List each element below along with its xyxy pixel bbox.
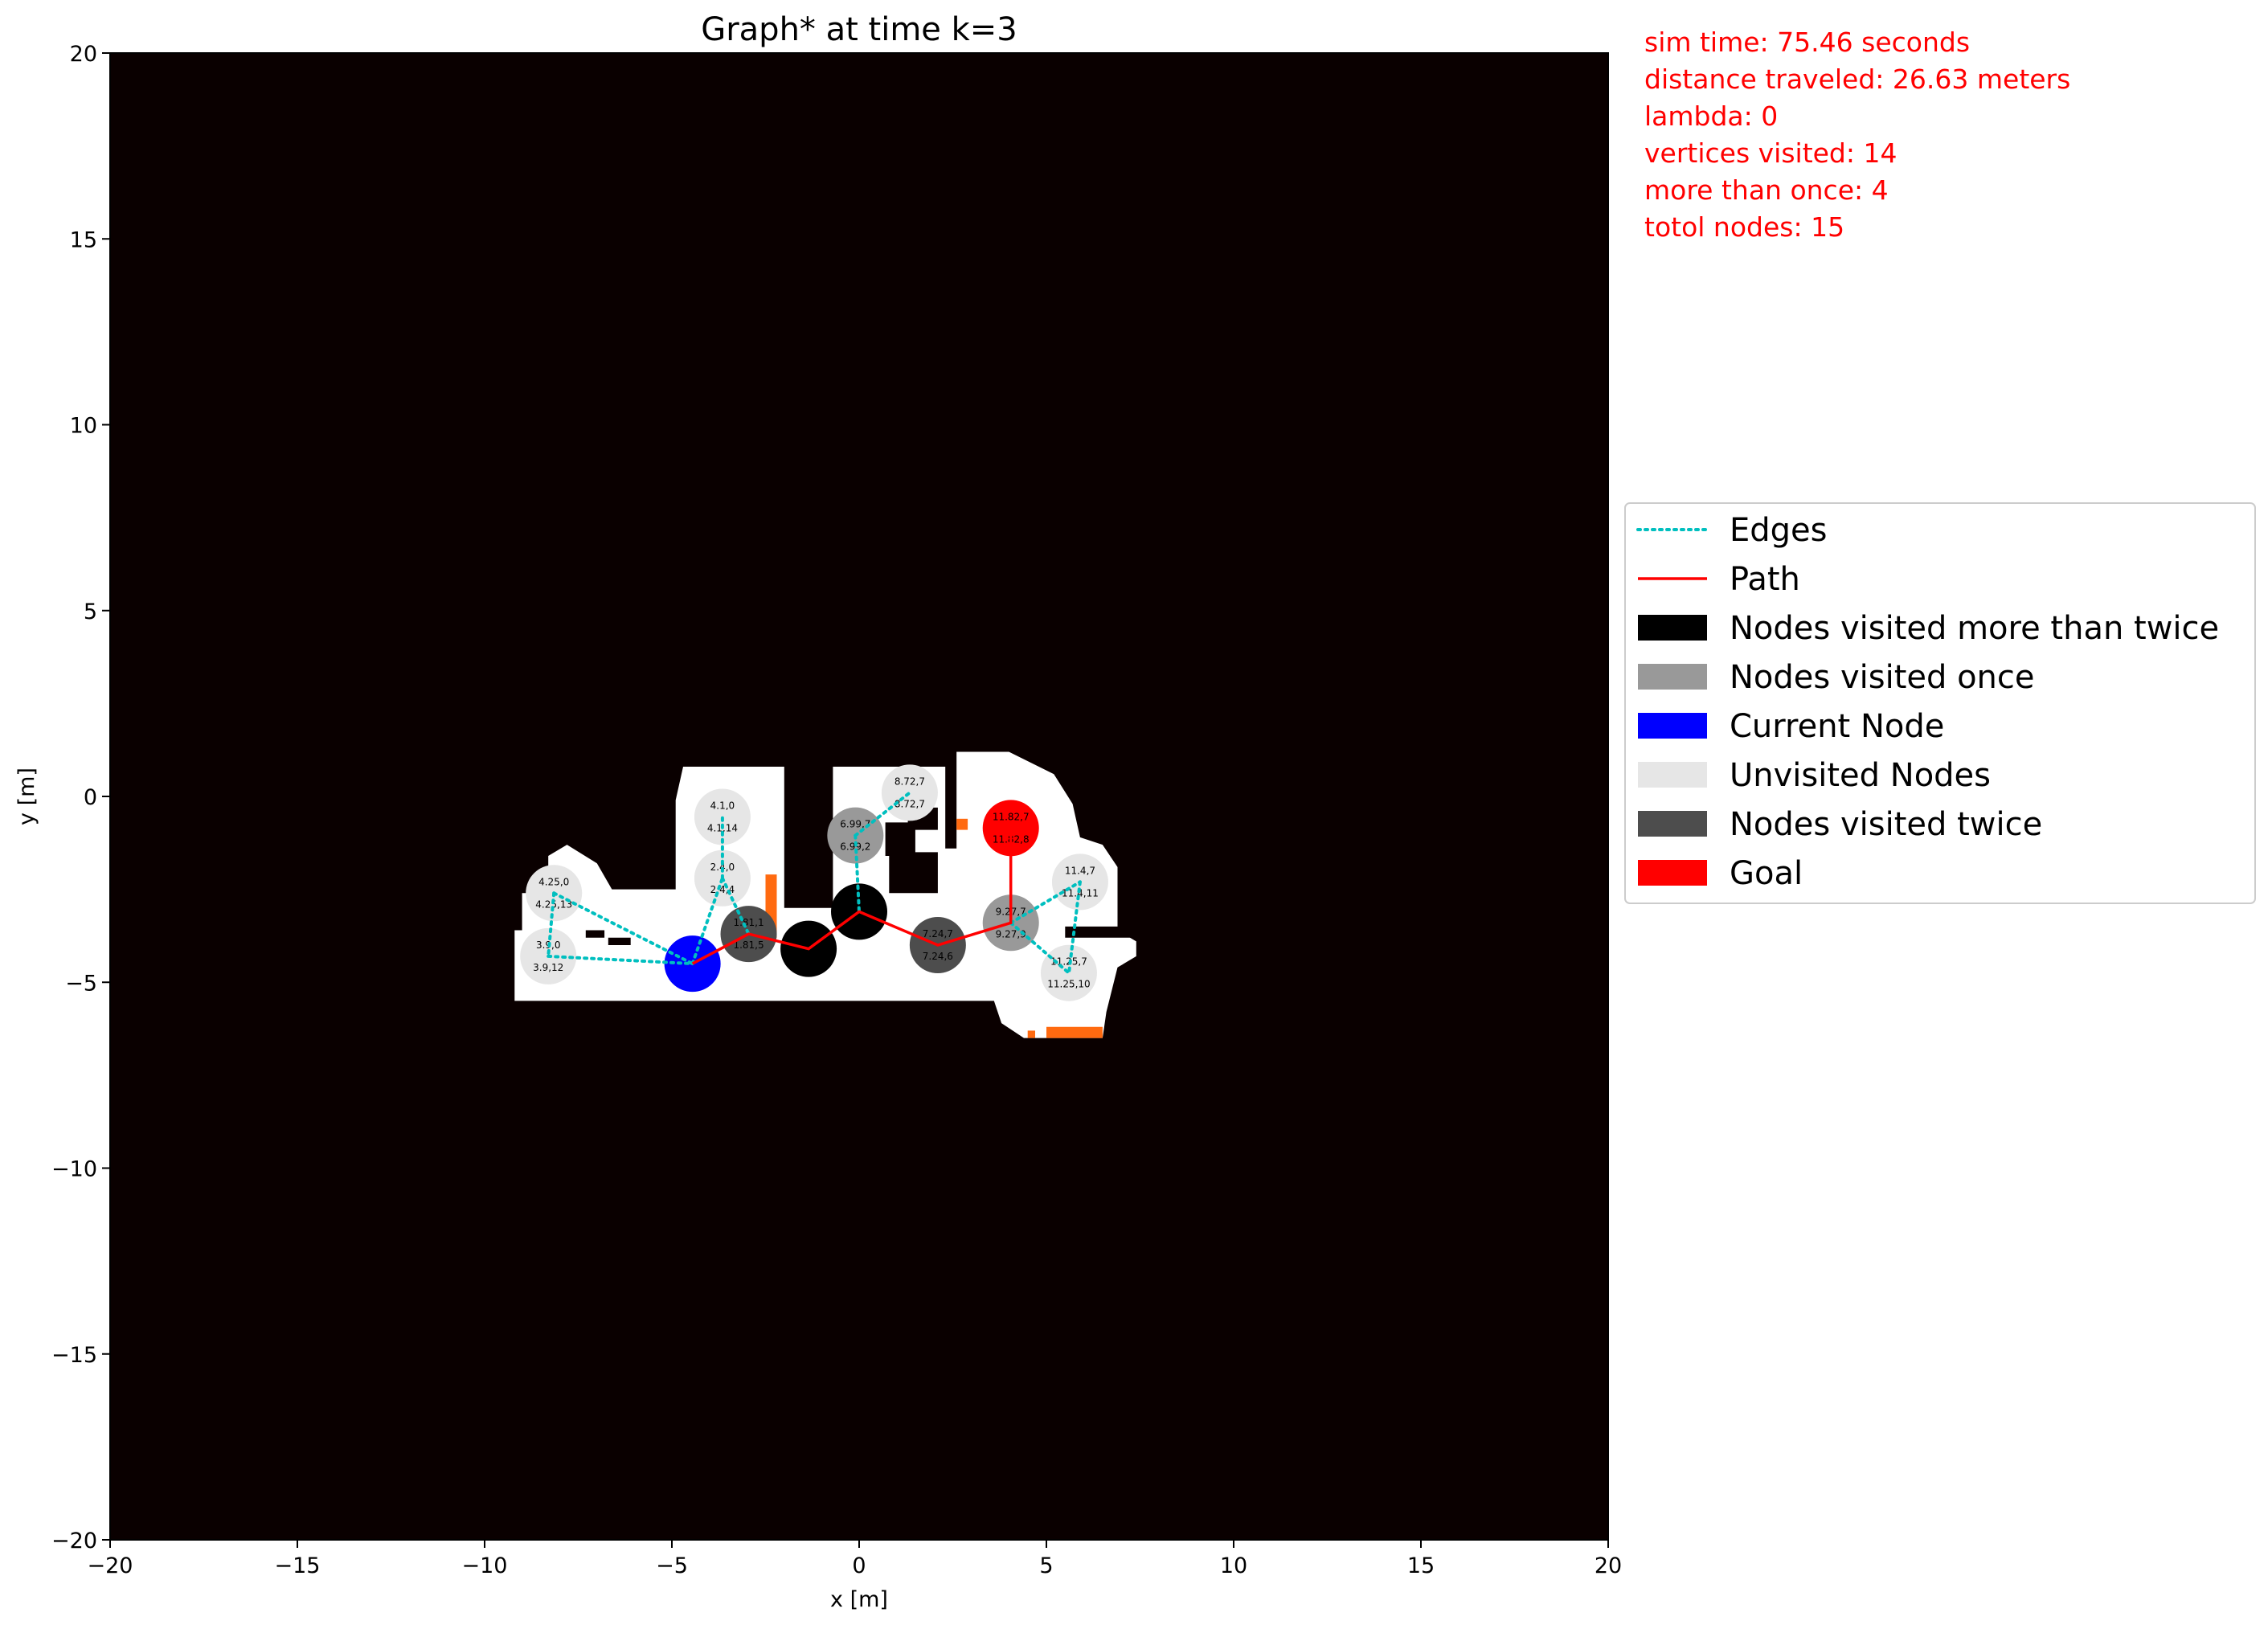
axis-ticks: −20 −15 −10 −5 0 5 10 15 20 −20 −15 −10 −5 0 5 10 15 20	[51, 42, 1622, 1578]
wall-region	[889, 852, 938, 894]
chart-title: Graph* at time k=3	[701, 11, 1017, 48]
legend-swatch	[1638, 664, 1707, 690]
y-tick-label: −20	[51, 1529, 97, 1553]
x-tick-label: −15	[275, 1553, 321, 1578]
stats-panel: sim time: 75.46 seconds distance travele…	[1644, 24, 2070, 246]
legend-entry: Path	[1638, 561, 1800, 598]
edges-layer	[547, 791, 1082, 975]
graph-edge	[552, 891, 694, 966]
node-label: 8.72,7	[895, 776, 925, 787]
node-label: 4.1,0	[710, 800, 735, 811]
graph-edge	[690, 876, 724, 966]
legend-label: Edges	[1730, 512, 1828, 549]
stat-lambda: lambda: 0	[1644, 100, 1779, 132]
x-tick-label: 15	[1407, 1553, 1435, 1578]
legend-entry: Nodes visited once	[1638, 659, 2035, 696]
y-tick-label: 15	[70, 227, 97, 252]
path-layer	[691, 828, 1013, 965]
node-label: 7.24,7	[923, 928, 953, 939]
graph-edge	[854, 833, 861, 914]
legend-swatch	[1638, 762, 1707, 788]
legend-label: Nodes visited once	[1730, 659, 2035, 696]
y-tick-label: 5	[84, 600, 97, 624]
legend-entry: Edges	[1636, 512, 1828, 549]
legend-label: Unvisited Nodes	[1730, 757, 1991, 794]
legend-entry: Nodes visited twice	[1638, 806, 2042, 843]
node-label: 4.25,13	[535, 898, 572, 910]
node-label: 11.4,11	[1062, 887, 1099, 898]
stat-sim-time: sim time: 75.46 seconds	[1644, 27, 1971, 58]
node-label: 8.72,7	[895, 798, 925, 809]
x-tick-label: 20	[1595, 1553, 1622, 1578]
graph-edge	[720, 876, 751, 936]
graph-edge	[547, 954, 694, 966]
legend-swatch	[1638, 713, 1707, 739]
node-label: 1.81,1	[733, 917, 764, 928]
y-axis-label: y [m]	[14, 767, 39, 825]
obstacle-region	[1027, 1030, 1035, 1038]
graph-edge	[1009, 880, 1082, 925]
stat-more-than-once: more than once: 4	[1644, 174, 1889, 206]
legend-label: Nodes visited twice	[1730, 806, 2042, 843]
x-tick-label: −20	[88, 1553, 133, 1578]
legend-label: Nodes visited more than twice	[1730, 610, 2219, 647]
graph-edge	[547, 891, 556, 958]
node-label: 7.24,6	[923, 951, 953, 962]
y-tick-label: −5	[65, 971, 97, 996]
x-tick-label: −10	[462, 1553, 508, 1578]
stat-vertices-visited: vertices visited: 14	[1644, 137, 1898, 169]
node-label: 9.27,9	[996, 928, 1026, 939]
y-tick-label: 10	[70, 414, 97, 439]
legend-entry: Goal	[1638, 855, 1803, 892]
node-label: 4.25,0	[538, 876, 569, 887]
node-label: 6.99,7	[840, 819, 870, 830]
wall-region	[1065, 926, 1136, 938]
graph-node: 11.25,711.25,10	[1040, 944, 1097, 1001]
node-label: 6.99,2	[840, 841, 870, 853]
legend-entry: Unvisited Nodes	[1638, 757, 1991, 794]
x-tick-label: 5	[1039, 1553, 1053, 1578]
y-tick-label: 0	[84, 785, 97, 810]
graph-edge	[1009, 921, 1071, 975]
node-label: 11.82,7	[993, 811, 1030, 822]
stat-total-nodes: totol nodes: 15	[1644, 211, 1845, 243]
wall-region	[608, 937, 631, 945]
node-unvisited-marker	[1040, 944, 1097, 1001]
obstacle-region	[956, 818, 968, 830]
x-tick-label: 10	[1220, 1553, 1247, 1578]
y-tick-label: −15	[51, 1343, 97, 1368]
x-tick-label: 0	[852, 1553, 866, 1578]
stat-distance-traveled: distance traveled: 26.63 meters	[1644, 63, 2071, 95]
legend-swatch	[1638, 860, 1707, 886]
legend: Edges Path Nodes visited more than twice No…	[1624, 502, 2256, 904]
y-tick-label: −10	[51, 1157, 97, 1182]
legend-box	[1624, 502, 2256, 904]
x-tick-label: −5	[656, 1553, 688, 1578]
y-tick-label: 20	[70, 42, 97, 67]
node-unvisited-marker	[881, 764, 938, 821]
wall-region	[585, 930, 605, 938]
node-label: 3.9,12	[533, 962, 563, 973]
node-label: 11.25,10	[1047, 979, 1090, 990]
graph-edge	[854, 791, 911, 837]
graph-node: 8.72,7 8.72,7	[881, 764, 938, 821]
graph-edge	[1067, 880, 1082, 975]
x-axis-label: x [m]	[830, 1587, 888, 1612]
legend-label: Path	[1730, 561, 1800, 598]
node-label: 11.4,7	[1065, 865, 1095, 876]
legend-swatch	[1638, 811, 1707, 837]
robot-path	[691, 828, 1013, 965]
node-label: 1.81,5	[733, 939, 764, 951]
legend-swatch	[1638, 615, 1707, 641]
legend-label: Goal	[1730, 855, 1803, 892]
wall-region	[885, 822, 915, 856]
obstacle-region	[1046, 1026, 1103, 1038]
legend-entry: Current Node	[1638, 708, 1944, 745]
legend-entry: Nodes visited more than twice	[1638, 610, 2219, 647]
legend-label: Current Node	[1730, 708, 1944, 745]
